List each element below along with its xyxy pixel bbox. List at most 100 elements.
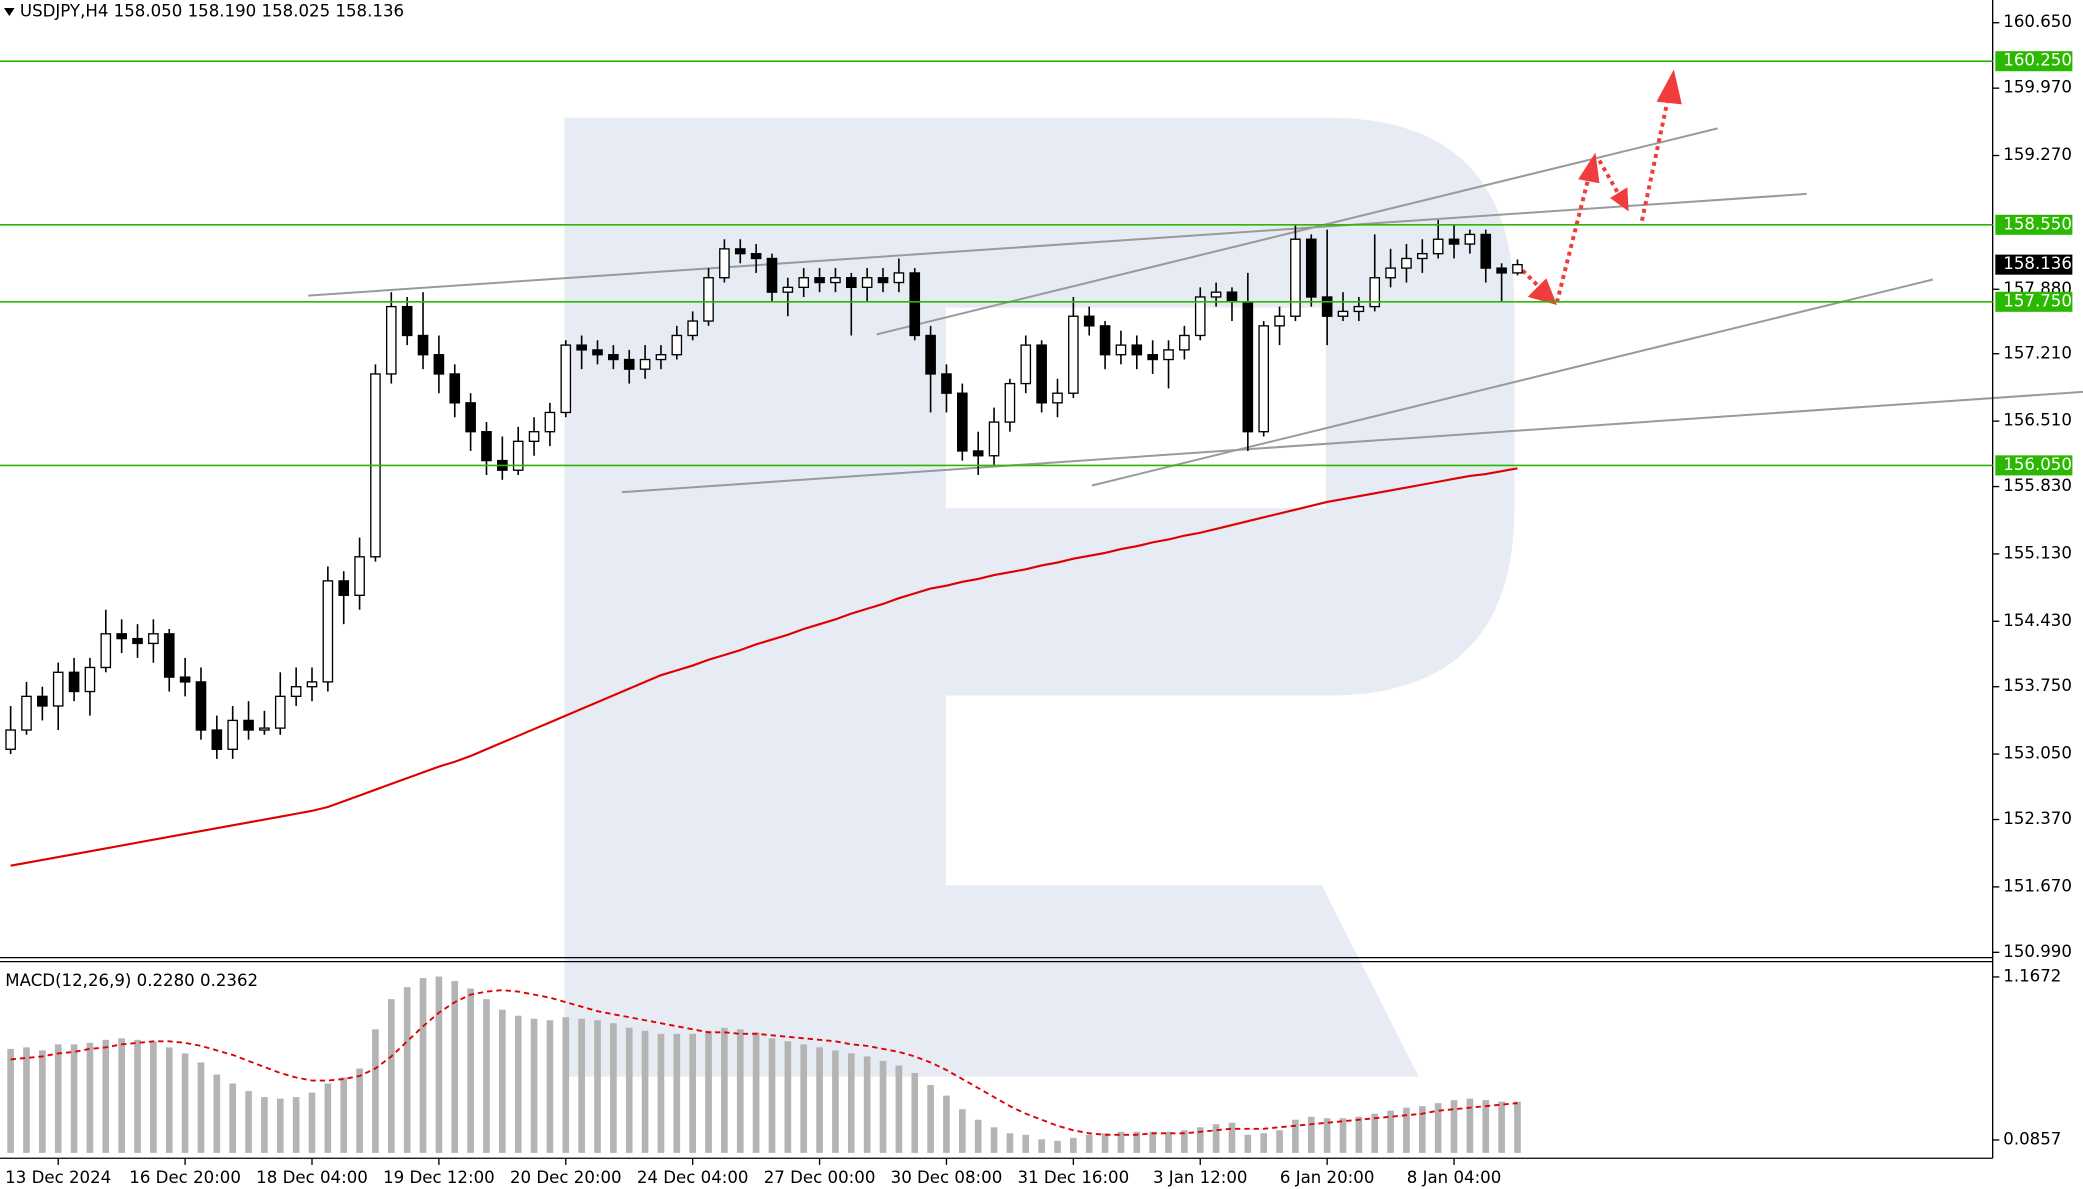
macd-bar	[340, 1077, 348, 1153]
candle-body	[132, 637, 143, 645]
candle-body	[671, 334, 683, 356]
candle-body	[1131, 344, 1143, 356]
candle-body	[163, 633, 175, 678]
macd-bar	[1403, 1107, 1410, 1153]
candle-body	[814, 277, 825, 284]
macd-bar	[54, 1044, 62, 1153]
macd-bar	[721, 1027, 728, 1153]
macd-bar	[1006, 1133, 1014, 1153]
macd-bar	[1307, 1116, 1315, 1153]
level-label: 157.750	[2003, 291, 2072, 310]
macd-bar	[927, 1085, 934, 1153]
y-tick-label: 159.970	[2003, 78, 2072, 97]
x-tick-label: 30 Dec 08:00	[891, 1168, 1003, 1187]
candle-body	[750, 253, 762, 260]
candle-body	[37, 695, 48, 707]
macd-bar	[1339, 1118, 1347, 1153]
macd-bar	[308, 1092, 316, 1153]
level-label-box	[1995, 455, 2073, 476]
candle-body	[1512, 263, 1523, 274]
candle-body	[893, 272, 905, 284]
macd-title: MACD(12,26,9) 0.2280 0.2362	[5, 971, 258, 990]
candle-body	[1194, 296, 1206, 337]
candle-body	[68, 671, 80, 693]
candle-body	[5, 729, 16, 750]
macd-bar	[356, 1068, 363, 1153]
macd-bar	[530, 1018, 538, 1153]
forecast-arrows	[1515, 95, 1671, 303]
candle-body	[861, 277, 873, 289]
macd-bar	[229, 1083, 237, 1153]
macd-bar	[959, 1109, 966, 1153]
menu-triangle[interactable]	[3, 8, 15, 17]
y-tick-label: 154.430	[2003, 611, 2072, 630]
candle-body	[84, 666, 96, 693]
macd-bar	[562, 1017, 570, 1153]
macd-bar	[1292, 1119, 1299, 1153]
candle-body	[148, 633, 159, 645]
macd-bar	[578, 1018, 585, 1153]
candle-body	[576, 344, 587, 351]
macd-bar	[832, 1050, 839, 1153]
macd-signal	[10, 989, 1518, 1136]
candle-body	[1416, 253, 1428, 260]
candle-body	[845, 277, 857, 289]
candle-body	[100, 633, 112, 669]
macd-bar	[625, 1027, 633, 1153]
candle-body	[608, 354, 619, 361]
candle-body	[1401, 257, 1412, 269]
macd-bar	[705, 1030, 712, 1153]
macd-bar	[1101, 1133, 1109, 1153]
candle-body	[401, 305, 413, 337]
candle-body	[1369, 277, 1381, 308]
macd-bar	[499, 1009, 506, 1153]
macd-bar	[419, 978, 427, 1153]
candle-body	[1052, 392, 1063, 404]
y-tick-label: 155.830	[2003, 476, 2072, 495]
candle-body	[1210, 291, 1222, 298]
macd-bar	[736, 1029, 744, 1153]
macd-bar	[1165, 1131, 1172, 1153]
x-tick-label: 6 Jan 20:00	[1280, 1168, 1375, 1187]
x-tick-label: 19 Dec 12:00	[383, 1168, 495, 1187]
candle-body	[512, 440, 524, 471]
candle-body	[687, 320, 698, 337]
level-label-box	[1995, 51, 2073, 72]
macd-bar	[1038, 1139, 1045, 1153]
macd-bar	[1498, 1101, 1505, 1153]
macd-bar	[800, 1044, 808, 1153]
candle-body	[1448, 238, 1460, 245]
candle-body	[52, 671, 64, 707]
candle-body	[1337, 310, 1349, 317]
macd-bar	[1387, 1110, 1394, 1153]
macd-bar	[1196, 1127, 1204, 1153]
macd-bar	[1466, 1098, 1474, 1153]
candle-body	[211, 729, 223, 750]
candle-body	[1004, 382, 1016, 423]
chart-title: USDJPY,H4 158.050 158.190 158.025 158.13…	[20, 2, 404, 21]
x-tick-label: 27 Dec 00:00	[764, 1168, 876, 1187]
y-tick-label: 160.650	[2003, 12, 2072, 31]
candle-body	[322, 580, 334, 683]
macd-bar	[1070, 1137, 1077, 1153]
macd-bar	[1260, 1133, 1268, 1153]
candle-body	[1226, 291, 1238, 303]
x-tick-label: 3 Jan 12:00	[1153, 1168, 1248, 1187]
candle-body	[290, 686, 302, 698]
candle-body	[481, 431, 492, 462]
candle-body	[623, 358, 635, 370]
macd-bar	[1212, 1124, 1220, 1153]
macd-bar	[1450, 1100, 1458, 1153]
candle-body	[21, 695, 32, 731]
candle-body	[243, 719, 254, 731]
macd-bar	[943, 1095, 950, 1153]
candle-body	[417, 334, 429, 356]
macd-bar	[181, 1053, 189, 1153]
candle-body	[1321, 296, 1333, 317]
candle-body	[179, 676, 191, 683]
candle-body	[1290, 238, 1301, 317]
candle-body	[1083, 315, 1095, 327]
macd-bar	[1149, 1131, 1156, 1153]
macd-bar	[70, 1044, 78, 1153]
macd-bar	[1323, 1118, 1331, 1153]
